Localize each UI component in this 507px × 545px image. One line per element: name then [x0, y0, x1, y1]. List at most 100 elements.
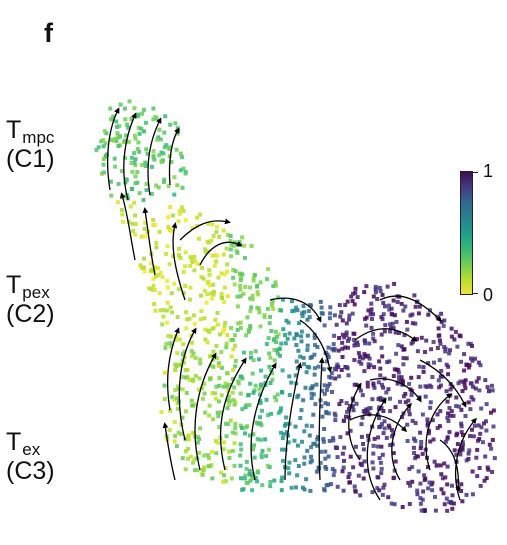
cell-point	[424, 338, 429, 343]
cell-point	[183, 171, 188, 176]
cell-point	[300, 439, 304, 444]
cell-point	[109, 117, 114, 122]
cell-point	[329, 371, 334, 376]
cell-point	[468, 341, 473, 346]
cell-point	[114, 139, 119, 144]
cell-point	[250, 371, 255, 376]
cell-point	[151, 149, 156, 154]
cell-point	[128, 204, 133, 209]
cell-point	[188, 263, 193, 268]
cell-point	[388, 396, 392, 401]
cell-point	[250, 297, 255, 302]
cell-point	[153, 265, 158, 270]
cell-point	[439, 487, 444, 492]
cell-point	[273, 280, 278, 285]
cell-point	[183, 467, 188, 472]
cell-point	[451, 413, 456, 418]
cell-point	[443, 346, 448, 351]
cell-point	[221, 447, 226, 452]
cell-point	[133, 157, 138, 162]
cell-point	[142, 269, 147, 274]
cell-point	[383, 304, 387, 309]
cell-point	[340, 340, 345, 345]
streamline	[318, 357, 325, 481]
cell-point	[485, 385, 490, 390]
cell-point	[257, 357, 262, 362]
cell-point	[446, 364, 451, 369]
cell-point	[283, 333, 287, 337]
streamline	[419, 359, 467, 408]
cell-point	[326, 345, 331, 350]
cell-point	[301, 304, 306, 308]
cell-point	[246, 392, 251, 397]
cell-point	[357, 454, 362, 459]
cell-point	[362, 459, 367, 464]
cell-point	[304, 370, 309, 375]
cell-point	[141, 265, 146, 270]
cell-point	[307, 433, 312, 438]
cell-point	[238, 283, 243, 288]
cell-point	[144, 188, 149, 193]
cell-point	[283, 447, 288, 452]
cell-point	[216, 440, 221, 445]
cell-point	[198, 361, 203, 366]
cell-point	[418, 384, 423, 389]
cell-point	[126, 139, 131, 144]
cell-point	[474, 379, 479, 384]
cell-point	[459, 407, 464, 412]
cell-point	[276, 410, 281, 415]
cell-point	[230, 430, 235, 435]
cell-point	[195, 440, 200, 445]
cell-point	[149, 191, 154, 196]
cell-point	[428, 405, 433, 410]
cell-point	[410, 418, 415, 423]
cell-point	[460, 447, 465, 452]
cell-point	[376, 475, 381, 480]
cell-point	[380, 452, 385, 457]
cell-point	[401, 362, 406, 367]
cell-point	[184, 326, 189, 331]
cell-point	[483, 454, 488, 459]
cell-point	[353, 489, 358, 494]
cell-point	[203, 410, 208, 415]
cell-point	[382, 426, 387, 431]
cell-point	[483, 378, 488, 383]
cell-point	[312, 352, 317, 357]
cell-point	[235, 327, 240, 332]
cell-point	[133, 232, 138, 237]
cell-point	[217, 376, 222, 380]
cell-point	[169, 159, 174, 164]
cell-point	[478, 431, 483, 436]
cell-point	[229, 326, 233, 330]
cell-point	[413, 438, 418, 443]
cell-point	[439, 472, 444, 477]
cell-point	[362, 290, 367, 295]
streamline	[162, 422, 176, 481]
cell-point	[391, 451, 396, 456]
cell-point	[356, 473, 361, 478]
cell-point	[181, 342, 186, 347]
cell-point	[229, 242, 234, 247]
cell-point	[287, 393, 292, 397]
cell-point	[346, 475, 351, 480]
cell-point	[248, 324, 253, 328]
cell-point	[473, 356, 477, 361]
cell-point	[216, 275, 221, 280]
cell-point	[150, 164, 154, 169]
cell-point	[366, 433, 370, 438]
cell-point	[108, 106, 113, 111]
cell-point	[238, 463, 243, 468]
cell-point	[170, 229, 174, 233]
cell-point	[328, 305, 333, 310]
cell-point	[359, 434, 364, 439]
cell-point	[326, 355, 331, 360]
cell-point	[471, 434, 476, 439]
cell-point	[140, 163, 145, 167]
cell-point	[183, 449, 188, 454]
cell-point	[231, 275, 236, 280]
colorbar-tick-min	[473, 293, 478, 294]
cell-point	[99, 171, 104, 176]
cell-point	[460, 389, 465, 394]
cell-point	[484, 419, 488, 424]
cell-point	[270, 371, 274, 376]
